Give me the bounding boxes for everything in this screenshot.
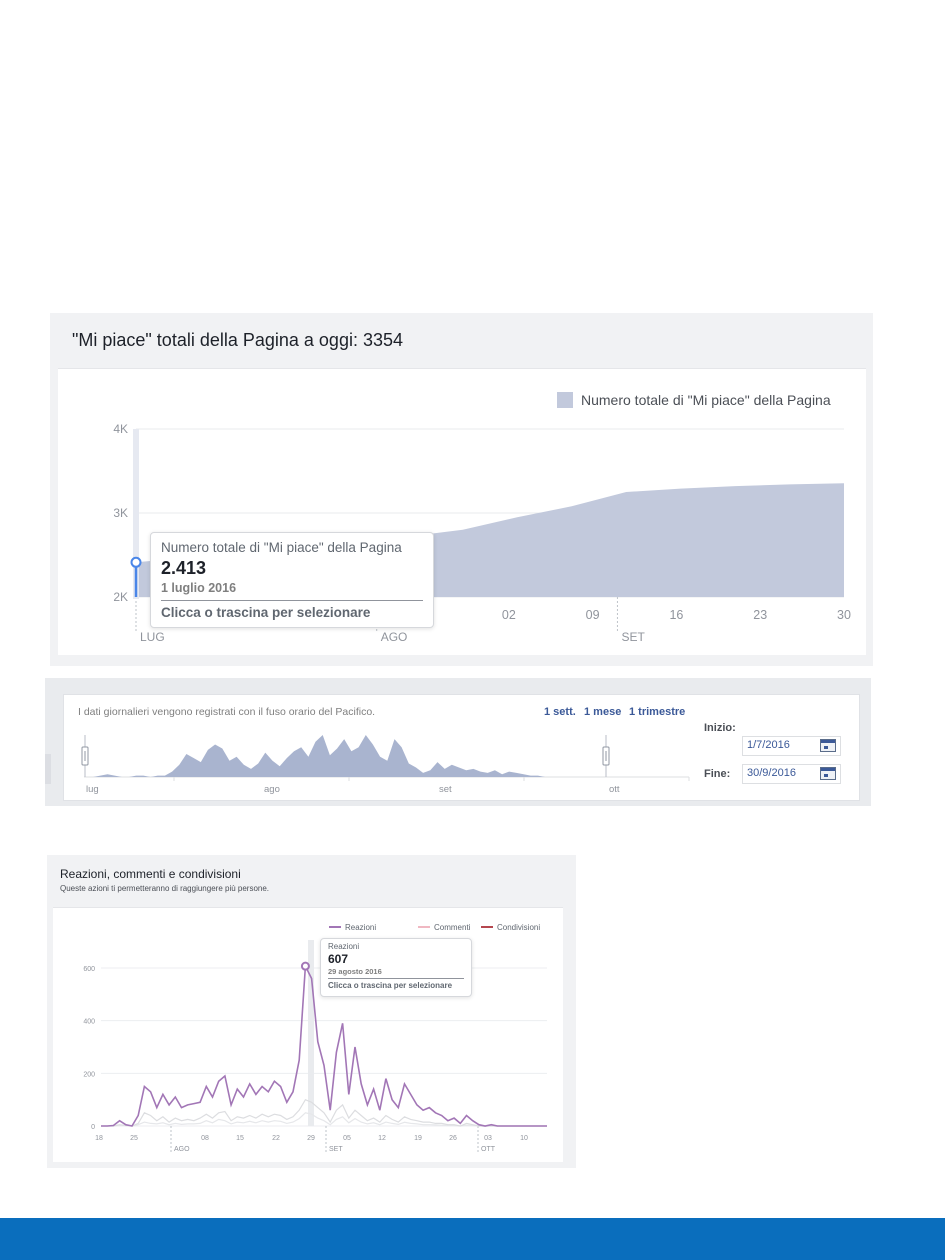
y-tick-label: 400 xyxy=(83,1019,95,1026)
timezone-note: I dati giornalieri vengono registrati co… xyxy=(78,706,376,718)
x-tick-label: 29 xyxy=(307,1135,315,1142)
legend-label[interactable]: Reazioni xyxy=(345,923,376,932)
x-tick-label: 22 xyxy=(272,1135,280,1142)
month-label: SET xyxy=(329,1146,343,1153)
start-date-value: 1/7/2016 xyxy=(747,739,790,751)
likes-legend-label[interactable]: Numero totale di "Mi piace" della Pagina xyxy=(581,392,831,408)
x-tick-label: 18 xyxy=(95,1135,103,1142)
tooltip-series-label: Numero totale di "Mi piace" della Pagina xyxy=(161,540,402,555)
end-date-field[interactable]: 30/9/2016 xyxy=(742,764,841,784)
x-tick-label: 25 xyxy=(130,1135,138,1142)
start-date-label: Inizio: xyxy=(704,722,736,734)
tooltip-value: 607 xyxy=(328,952,349,966)
month-label: SET xyxy=(621,630,645,644)
tooltip-divider xyxy=(161,600,423,601)
range-month-label: ott xyxy=(609,784,620,795)
hover-column xyxy=(133,429,139,599)
x-tick-label: 08 xyxy=(201,1135,209,1142)
range-end-handle[interactable] xyxy=(602,735,610,777)
tooltip-date: 29 agosto 2016 xyxy=(328,967,382,976)
reactions-title: Reazioni, commenti e condivisioni xyxy=(60,867,241,881)
line-series-commenti[interactable] xyxy=(101,1098,547,1127)
x-tick-label: 10 xyxy=(520,1135,528,1142)
likes-tooltip: Numero totale di "Mi piace" della Pagina… xyxy=(150,532,434,628)
x-tick-label: 30 xyxy=(837,608,851,622)
end-date-label: Fine: xyxy=(704,768,731,780)
x-tick-label: 15 xyxy=(236,1135,244,1142)
range-overview-area xyxy=(86,735,624,777)
bottom-bar xyxy=(0,1218,945,1260)
preset-1-month[interactable]: 1 mese xyxy=(584,706,622,718)
panel-edge-marker xyxy=(45,754,51,784)
x-tick-label: 19 xyxy=(414,1135,422,1142)
x-tick-label: 12 xyxy=(378,1135,386,1142)
range-month-label: set xyxy=(439,784,452,795)
end-date-value: 30/9/2016 xyxy=(747,767,796,779)
date-range-panel: I dati giornalieri vengono registrati co… xyxy=(45,678,871,806)
range-overview-chart[interactable]: lug ago set ott xyxy=(64,695,704,800)
line-series-reazioni[interactable] xyxy=(101,963,547,1127)
x-tick-label: 03 xyxy=(484,1135,492,1142)
y-tick-label: 200 xyxy=(83,1071,95,1078)
x-tick-label: 05 xyxy=(343,1135,351,1142)
start-date-field[interactable]: 1/7/2016 xyxy=(742,736,841,756)
legend-label[interactable]: Commenti xyxy=(434,923,471,932)
month-label: AGO xyxy=(381,630,408,644)
tooltip-action: Clicca o trascina per selezionare xyxy=(161,605,371,620)
x-tick-label: 02 xyxy=(502,608,516,622)
x-tick-label: 09 xyxy=(586,608,600,622)
reactions-panel: Reazioni, commenti e condivisioni Queste… xyxy=(47,855,576,1168)
tooltip-action: Clicca o trascina per selezionare xyxy=(328,981,453,990)
hover-column xyxy=(308,940,314,1126)
range-month-label: lug xyxy=(86,784,99,795)
tooltip-divider xyxy=(328,978,464,979)
range-start-handle[interactable] xyxy=(81,735,89,777)
tooltip-series-label: Reazioni xyxy=(328,942,360,951)
likes-legend-swatch xyxy=(557,392,573,408)
month-label: AGO xyxy=(174,1146,190,1153)
reactions-chart[interactable]: 0 200 400 600 18 25 08 15 22 29 05 12 19 26 03 10 AGO S… xyxy=(53,908,563,1162)
preset-1-quarter[interactable]: 1 trimestre xyxy=(629,706,686,718)
y-tick-label: 3K xyxy=(113,506,128,520)
y-tick-label: 600 xyxy=(83,966,95,973)
x-tick-label: 16 xyxy=(669,608,683,622)
legend-label[interactable]: Condivisioni xyxy=(497,923,540,932)
reactions-tooltip: Reazioni 607 29 agosto 2016 Clicca o tra… xyxy=(320,938,472,997)
page-likes-title: "Mi piace" totali della Pagina a oggi: 3… xyxy=(72,330,403,350)
selected-point-marker[interactable] xyxy=(300,961,310,971)
page-likes-panel: "Mi piace" totali della Pagina a oggi: 3… xyxy=(50,313,873,666)
month-label: OTT xyxy=(481,1146,496,1153)
range-month-label: ago xyxy=(264,784,280,795)
date-range-selector: I dati giornalieri vengono registrati co… xyxy=(63,694,860,801)
y-tick-label: 0 xyxy=(91,1124,95,1131)
x-tick-label: 23 xyxy=(753,608,767,622)
month-label: LUG xyxy=(140,630,165,644)
reactions-subtitle: Queste azioni ti permetteranno di raggiu… xyxy=(60,884,270,893)
reactions-chart-area[interactable]: 0 200 400 600 18 25 08 15 22 29 05 12 19 26 03 10 AGO S… xyxy=(53,907,563,1162)
calendar-icon[interactable] xyxy=(820,739,836,752)
tooltip-value: 2.413 xyxy=(161,558,207,578)
tooltip-date: 1 luglio 2016 xyxy=(161,581,237,595)
calendar-icon[interactable] xyxy=(820,767,836,780)
preset-1-week[interactable]: 1 sett. xyxy=(544,706,576,718)
y-tick-label: 2K xyxy=(113,590,128,604)
selected-point-marker[interactable] xyxy=(130,556,142,568)
line-series-condivisioni[interactable] xyxy=(101,1112,547,1127)
y-tick-label: 4K xyxy=(113,422,128,436)
x-tick-label: 26 xyxy=(449,1135,457,1142)
